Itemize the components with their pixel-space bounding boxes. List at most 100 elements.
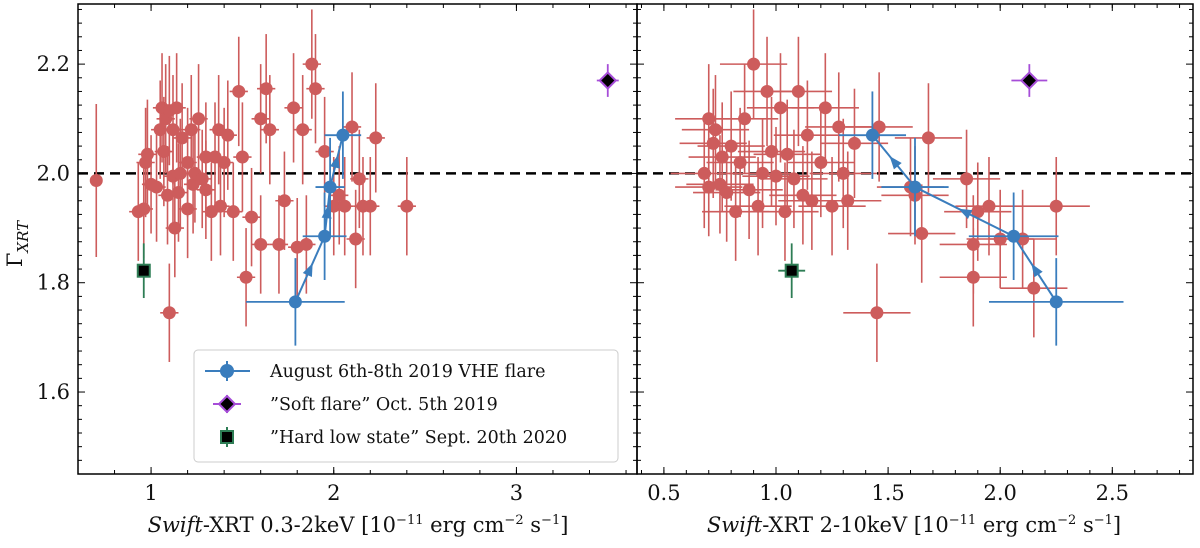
left-archive-point: [175, 131, 189, 145]
y-tick-label: 1.8: [37, 271, 70, 295]
legend-box: [193, 349, 619, 463]
right-flare-arrow: [889, 156, 902, 170]
right-x-tick-label: 1.0: [759, 481, 792, 505]
left-archive-point: [296, 123, 310, 137]
right-archive-point: [733, 155, 747, 169]
left-archive-point: [173, 166, 187, 180]
right-archive-point: [780, 147, 794, 161]
left-flare-arrow: [302, 263, 313, 278]
right-archive-point: [841, 194, 855, 208]
right-archive-point: [915, 227, 929, 241]
legend-hard-low-marker: [220, 430, 234, 444]
left-panel-data: [89, 9, 619, 362]
right-archive-point: [715, 150, 729, 164]
left-soft-flare-point: [598, 71, 618, 90]
right-flare-point: [1049, 295, 1063, 309]
left-x-axis-label: Swift-XRT 0.3-2keV [10−11 erg cm−2 s−1]: [148, 513, 569, 537]
left-archive-point: [338, 199, 352, 213]
left-archive-point: [308, 82, 322, 96]
left-archive-point: [89, 174, 103, 188]
right-soft-flare-point: [1019, 71, 1039, 90]
right-archive-point: [738, 112, 752, 126]
right-archive-point: [706, 136, 720, 150]
right-flare-arrow: [958, 208, 973, 220]
left-archive-point: [170, 101, 184, 115]
left-archive-point: [150, 180, 164, 194]
right-archive-point: [787, 172, 801, 186]
right-archive-point: [800, 128, 814, 142]
right-archive-point: [971, 205, 985, 219]
right-x-tick-label: 0.5: [647, 481, 680, 505]
left-archive-point: [318, 145, 332, 159]
left-archive-point: [161, 188, 175, 202]
legend-flare-label: August 6th-8th 2019 VHE flare: [269, 362, 545, 382]
right-flare-arrow: [1031, 263, 1043, 278]
left-flare-point: [288, 295, 302, 309]
left-archive-point: [287, 101, 301, 115]
left-archive-point: [192, 112, 206, 126]
right-archive-point: [791, 84, 805, 98]
right-archive-point: [921, 131, 935, 145]
left-flare-point: [318, 229, 332, 243]
left-archive-point: [352, 172, 366, 186]
left-archive-point: [162, 306, 176, 320]
legend-soft-flare-marker: [217, 394, 237, 414]
y-axis-label: ΓXRT: [3, 220, 32, 267]
left-archive-point: [221, 128, 235, 142]
y-axis-label-sub: XRT: [14, 220, 32, 254]
legend-soft-flare-label: ”Soft flare” Oct. 5th 2019: [270, 395, 498, 415]
right-archive-point: [825, 199, 839, 213]
right-archive-point: [818, 101, 832, 115]
left-archive-point: [245, 210, 259, 224]
left-archive-point: [369, 131, 383, 145]
left-archive-point: [171, 186, 185, 200]
left-archive-point: [400, 199, 414, 213]
right-x-tick-label: 2.0: [983, 481, 1016, 505]
right-archive-point: [729, 205, 743, 219]
right-x-tick-label: 2.5: [1096, 481, 1129, 505]
left-archive-point: [345, 120, 359, 134]
right-archive-point: [805, 194, 819, 208]
legend-entry-flare: August 6th-8th 2019 VHE flare: [205, 361, 545, 382]
left-archive-point: [272, 237, 286, 251]
y-axis-label-main: Γ: [3, 253, 27, 268]
right-archive-point: [814, 155, 828, 169]
right-archive-point: [769, 169, 783, 183]
right-archive-point: [966, 270, 980, 284]
right-archive-point: [836, 166, 850, 180]
left-x-tick-label: 3: [510, 481, 523, 505]
left-x-tick-label: 2: [327, 481, 340, 505]
right-x-axis-label: Swift-XRT 2-10keV [10−11 erg cm−2 s−1]: [707, 513, 1121, 537]
left-archive-point: [332, 188, 346, 202]
right-panel-data: [670, 9, 1124, 362]
legend-entry-hard-low: ”Hard low state” Sept. 20th 2020: [220, 427, 567, 448]
right-archive-point: [724, 139, 738, 153]
left-archive-point: [349, 232, 363, 246]
right-archive-point: [870, 306, 884, 320]
left-archive-point: [232, 84, 246, 98]
left-x-tick-label: 1: [144, 481, 157, 505]
left-archive-point: [299, 237, 313, 251]
left-archive-point: [263, 123, 277, 137]
legend: August 6th-8th 2019 VHE flare ”Soft flar…: [193, 349, 619, 463]
right-hard-low-point: [784, 263, 799, 278]
y-tick-label: 2.0: [37, 161, 70, 185]
right-archive-point: [702, 112, 716, 126]
right-archive-point: [751, 199, 765, 213]
right-archive-point: [832, 120, 846, 134]
legend-entry-soft-flare: ”Soft flare” Oct. 5th 2019: [213, 394, 498, 415]
axis-ticks: 1.6 1.8 2.0 2.2 1 2 3 0.5 1.0 1.5 2.0 2.5: [37, 4, 1193, 505]
left-archive-point: [305, 57, 319, 71]
right-flare-point: [865, 128, 879, 142]
left-archive-point: [235, 150, 249, 164]
left-flare-point: [323, 180, 337, 194]
y-tick-label: 1.6: [37, 380, 70, 404]
left-archive-point: [226, 205, 240, 219]
right-archive-point: [1027, 281, 1041, 295]
left-archive-point: [259, 82, 273, 96]
left-archive-point: [184, 123, 198, 137]
left-archive-point: [217, 155, 231, 169]
right-archive-point: [742, 183, 756, 197]
left-archive-point: [157, 145, 171, 159]
